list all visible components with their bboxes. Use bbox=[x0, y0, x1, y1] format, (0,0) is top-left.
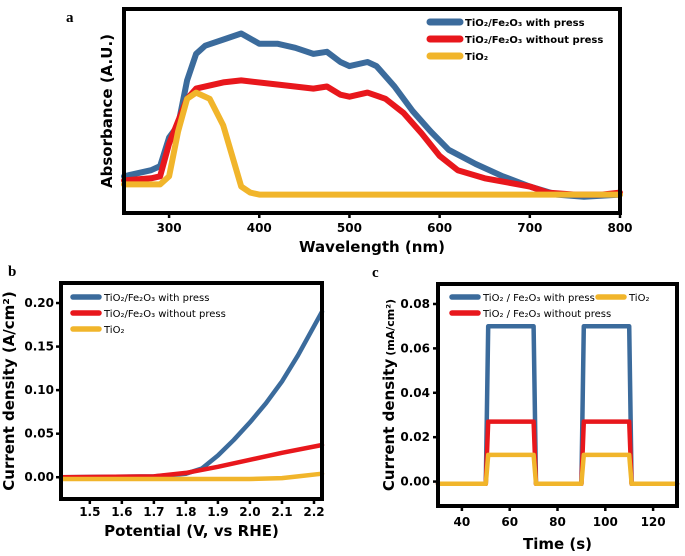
y-tick-label: 0.00 bbox=[24, 470, 54, 484]
series-line bbox=[121, 77, 623, 198]
x-tick-label: 500 bbox=[337, 221, 362, 235]
y-axis-label: Current density(mA/cm²) bbox=[380, 299, 398, 491]
legend-label: TiO₂ / Fe₂O₃ without press bbox=[482, 309, 611, 320]
y-tick-label: 0.00 bbox=[400, 475, 430, 489]
legend-item: TiO₂ / Fe₂O₃ without press bbox=[449, 309, 611, 320]
legend-label: TiO₂ bbox=[465, 52, 488, 63]
x-tick-label: 700 bbox=[517, 221, 542, 235]
y-tick-label: 0.15 bbox=[24, 340, 54, 354]
x-tick-label: 300 bbox=[157, 221, 182, 235]
x-tick-label: 60 bbox=[501, 515, 518, 529]
y-axis-unit: (mA/cm²) bbox=[384, 299, 397, 356]
x-tick-label: 1.6 bbox=[111, 505, 132, 519]
legend-label: TiO₂ bbox=[103, 325, 124, 336]
x-tick-label: 2.1 bbox=[271, 505, 292, 519]
legend-item: TiO₂ bbox=[70, 325, 124, 336]
x-tick-label: 2.0 bbox=[239, 505, 260, 519]
x-tick-label: 800 bbox=[607, 221, 632, 235]
panel-label: a bbox=[66, 10, 74, 26]
x-tick-label: 1.7 bbox=[143, 505, 164, 519]
legend-item: TiO₂/Fe₂O₃ without press bbox=[426, 35, 603, 46]
series-line bbox=[435, 419, 680, 487]
legend-item: TiO₂/Fe₂O₃ with press bbox=[426, 18, 585, 29]
series-line bbox=[58, 442, 325, 480]
y-tick-label: 0.08 bbox=[400, 297, 430, 311]
x-axis-label: Wavelength (nm) bbox=[299, 238, 445, 256]
legend-item: TiO₂ / Fe₂O₃ with press bbox=[449, 293, 595, 304]
panel-c: c 40 60 80 100 120 0.00 0.02 0.04 0.06 0.08 Time (s… bbox=[372, 265, 680, 553]
series-line bbox=[435, 323, 680, 487]
x-tick-label: 80 bbox=[549, 515, 566, 529]
legend-label: TiO₂/Fe₂O₃ with press bbox=[465, 18, 585, 29]
panel-label: b bbox=[8, 264, 16, 280]
x-tick-label: 1.8 bbox=[175, 505, 196, 519]
plot-frame bbox=[122, 7, 622, 215]
legend-label: TiO₂ bbox=[628, 293, 649, 304]
y-tick-label: 0.04 bbox=[400, 386, 430, 400]
panel-b: b 1.5 1.6 1.7 1.8 1.9 2.0 2.1 2.2 0.00 0.05 0.10 0.1… bbox=[0, 264, 325, 540]
y-tick-label: 0.02 bbox=[400, 430, 430, 444]
y-tick-label: 0.10 bbox=[24, 383, 54, 397]
x-tick-label: 1.9 bbox=[207, 505, 228, 519]
x-tick-label: 400 bbox=[247, 221, 272, 235]
x-tick-label: 40 bbox=[454, 515, 471, 529]
legend-label: TiO₂/Fe₂O₃ without press bbox=[103, 309, 226, 320]
y-tick-label: 0.20 bbox=[24, 296, 54, 310]
x-tick-label: 100 bbox=[593, 515, 618, 529]
legend-label: TiO₂/Fe₂O₃ without press bbox=[465, 35, 603, 46]
legend-label: TiO₂/Fe₂O₃ with press bbox=[103, 293, 209, 304]
series-line bbox=[58, 471, 325, 482]
x-tick-label: 600 bbox=[427, 221, 452, 235]
legend-item: TiO₂ bbox=[595, 293, 649, 304]
x-tick-label: 2.2 bbox=[303, 505, 324, 519]
series-line bbox=[435, 452, 680, 487]
x-tick-label: 1.5 bbox=[79, 505, 100, 519]
legend-item: TiO₂/Fe₂O₃ without press bbox=[70, 309, 226, 320]
x-axis-label: Time (s) bbox=[523, 535, 592, 553]
legend-label: TiO₂ / Fe₂O₃ with press bbox=[482, 293, 595, 304]
series-line bbox=[121, 30, 623, 200]
series-line bbox=[121, 89, 623, 198]
legend-item: TiO₂/Fe₂O₃ with press bbox=[70, 293, 209, 304]
x-axis-label: Potential (V, vs RHE) bbox=[104, 522, 279, 540]
x-tick-label: 120 bbox=[641, 515, 666, 529]
y-tick-label: 0.05 bbox=[24, 427, 54, 441]
y-axis-label: Current density (A/cm²) bbox=[0, 291, 18, 490]
y-axis-label: Absorbance (A.U.) bbox=[98, 34, 116, 188]
panel-label: c bbox=[372, 265, 379, 281]
legend-item: TiO₂ bbox=[426, 52, 488, 63]
panel-a: a 300 400 500 600 700 800 Wavelength (nm) Absorb… bbox=[66, 7, 633, 256]
y-tick-label: 0.06 bbox=[400, 341, 430, 355]
